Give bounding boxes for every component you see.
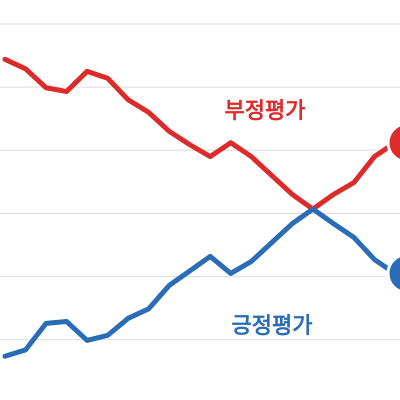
end-marker — [386, 254, 400, 293]
series-label: 부정평가 — [225, 99, 306, 124]
line — [2, 56, 398, 212]
end-marker — [386, 123, 400, 162]
line — [2, 206, 398, 359]
series-label: 긍정평가 — [232, 314, 313, 339]
